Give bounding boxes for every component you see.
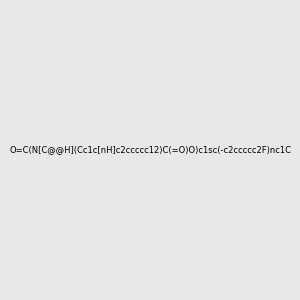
Text: O=C(N[C@@H](Cc1c[nH]c2ccccc12)C(=O)O)c1sc(-c2ccccc2F)nc1C: O=C(N[C@@H](Cc1c[nH]c2ccccc12)C(=O)O)c1s… (9, 146, 291, 154)
